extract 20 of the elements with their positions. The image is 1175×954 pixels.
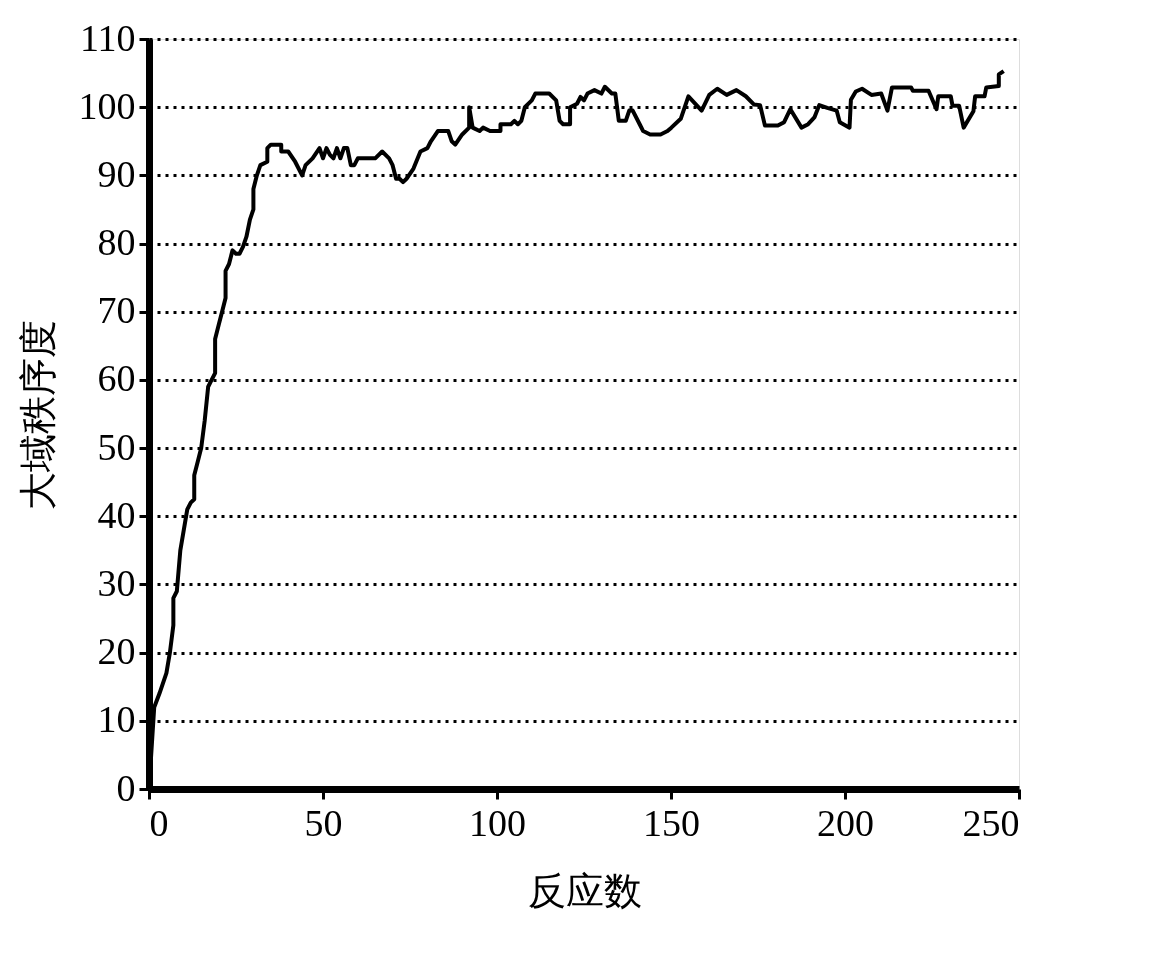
y-tick-label: 30 (97, 561, 136, 604)
x-tick-label: 200 (817, 801, 874, 844)
y-tick-label: 60 (97, 357, 136, 400)
x-tick-label: 100 (469, 801, 526, 844)
y-tick-label: 50 (97, 425, 136, 468)
x-tick-label: 0 (149, 801, 169, 844)
x-tick-label: 250 (962, 801, 1020, 844)
y-tick-label: 20 (97, 630, 136, 673)
y-tick-label: 110 (79, 16, 136, 59)
y-tick-label: 100 (78, 84, 136, 127)
y-tick-label: 40 (97, 493, 136, 536)
x-tick-label: 50 (304, 801, 343, 844)
y-tick-label: 0 (116, 766, 136, 809)
y-tick-label: 10 (97, 698, 136, 741)
y-axis-title: 大域秩序度 (15, 319, 60, 510)
x-axis-title: 反应数 (527, 868, 642, 913)
y-tick-label: 90 (97, 152, 136, 195)
y-tick-label: 80 (97, 221, 136, 264)
y-tick-label: 70 (97, 289, 136, 332)
x-tick-label: 150 (643, 801, 700, 844)
